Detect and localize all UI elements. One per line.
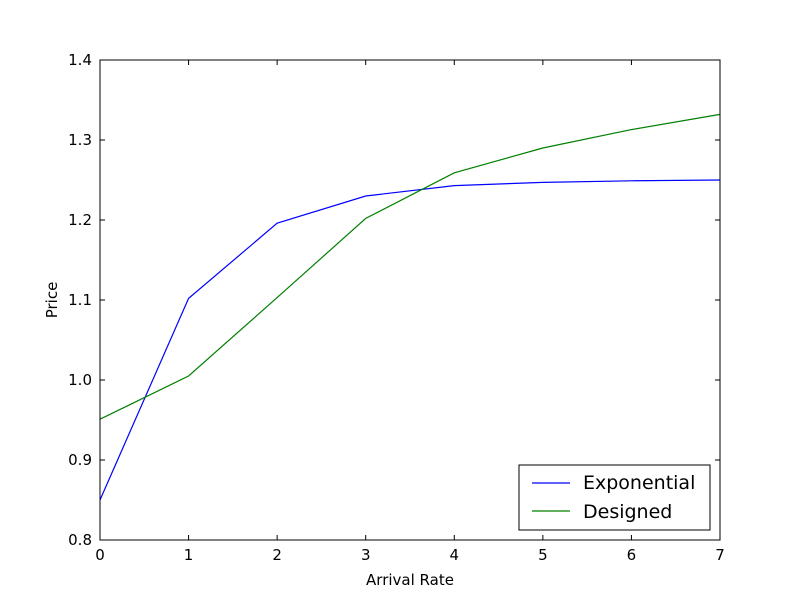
y-tick-label: 1.4 xyxy=(68,51,92,69)
series-line-designed xyxy=(99,113,721,420)
x-tick-label: 6 xyxy=(627,546,637,564)
x-tick-label: 3 xyxy=(361,546,371,564)
legend-box xyxy=(518,464,711,531)
x-tick-label: 0 xyxy=(95,546,105,564)
x-tick-label: 5 xyxy=(538,546,548,564)
y-tick-label: 0.8 xyxy=(68,531,92,549)
y-tick-label: 1.2 xyxy=(68,211,92,229)
plot-frame xyxy=(99,59,721,541)
series-line-exponential xyxy=(99,179,721,501)
plot-area xyxy=(100,60,720,540)
x-tick-label: 2 xyxy=(272,546,282,564)
y-tick-label: 0.9 xyxy=(68,451,92,469)
x-tick-label: 7 xyxy=(715,546,725,564)
x-axis-label: Arrival Rate xyxy=(366,571,454,589)
legend: Exponential Designed xyxy=(518,464,711,531)
x-tick-label: 1 xyxy=(184,546,194,564)
y-axis-label: Price xyxy=(43,282,61,319)
series-layer xyxy=(99,113,721,501)
x-tick-label: 4 xyxy=(450,546,460,564)
y-tick-label: 1.0 xyxy=(68,371,92,389)
legend-label-exponential: Exponential xyxy=(583,472,695,494)
y-tick-label: 1.3 xyxy=(68,131,92,149)
legend-label-designed: Designed xyxy=(583,501,672,523)
y-tick-label: 1.1 xyxy=(68,291,92,309)
